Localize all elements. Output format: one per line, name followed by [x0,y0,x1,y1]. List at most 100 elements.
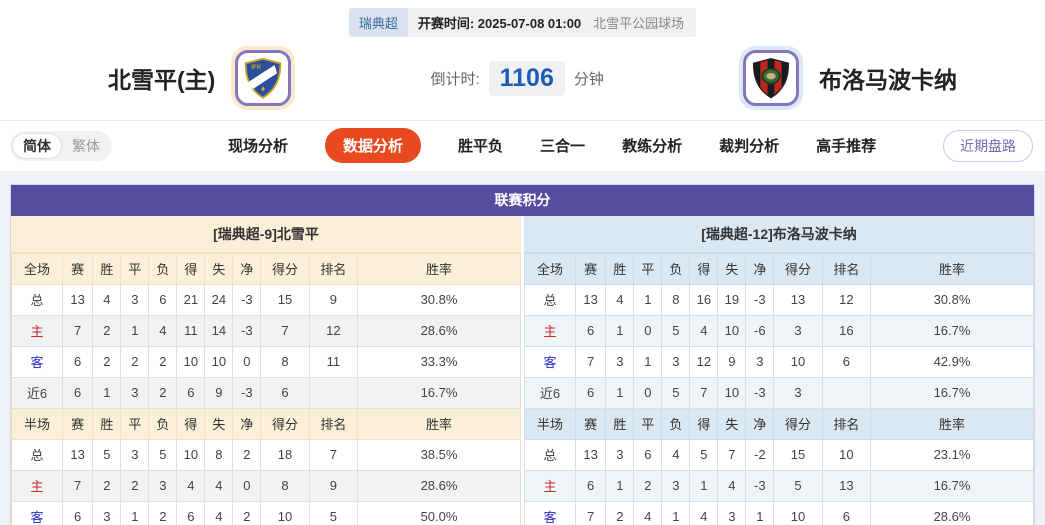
stat-cell: 0 [633,315,663,347]
lang-simplified-button[interactable]: 简体 [12,132,62,159]
table-row: 总 13 4 3 6 21 24 -3 15 9 30.8% [11,284,521,316]
column-header: 失 [204,408,234,440]
row-label: 客 [11,501,63,525]
stat-cell: 6 [574,315,607,347]
stat-cell: 1 [661,501,691,525]
tab-4[interactable]: 三合一 [540,138,586,155]
column-header: 赛 [61,253,94,285]
stat-cell: 10 [260,501,310,525]
tab-7[interactable]: 高手推荐 [816,138,877,155]
analysis-tabs: 现场分析 数据分析 胜平负 三合一 教练分析 裁判分析 高手推荐 [228,128,876,163]
stat-cell: 6 [574,470,607,502]
stat-cell: 19 [717,284,747,316]
stat-cell: 10 [717,315,747,347]
stat-cell: 8 [260,346,310,378]
stat-cell: 7 [308,439,359,471]
stat-cell: 4 [661,439,691,471]
row-label: 总 [524,439,576,471]
table-row: 总 13 5 3 5 10 8 2 18 7 38.5% [11,439,521,471]
stat-cell: 28.6% [357,470,521,502]
column-header: 胜 [92,253,122,285]
table-row: 主 7 2 1 4 11 14 -3 7 12 28.6% [11,315,521,347]
stat-cell: 10 [204,346,234,378]
home-team: 北雪平(主) IFK [108,46,296,110]
table-row: 客 6 2 2 2 10 10 0 8 11 33.3% [11,346,521,378]
column-header: 净 [745,253,775,285]
stat-cell: 33.3% [357,346,521,378]
stat-cell: 13 [821,470,872,502]
league-badge[interactable]: 瑞典超 [348,8,408,37]
stat-cell: 2 [232,501,262,525]
stat-cell: 4 [148,315,178,347]
row-label: 主 [11,470,63,502]
stat-cell: 3 [661,470,691,502]
tab-1[interactable]: 现场分析 [228,138,289,155]
stat-cell: 6 [821,501,872,525]
column-header: 得分 [260,408,310,440]
away-stats-table: 全场赛胜平负得失净得分 排名 胜率总 13 4 1 8 16 19 -3 13 12 30.8% 主 6 1 0… [524,253,1034,525]
stat-cell: 0 [232,470,262,502]
home-panel-title: [瑞典超-9]北雪平 [11,216,521,253]
stat-cell: 6 [633,439,663,471]
column-header: 失 [717,408,747,440]
stat-cell: 15 [260,284,310,316]
column-header: 全场 [11,253,63,285]
stat-cell: 10 [717,377,747,409]
stat-cell: 3 [148,470,178,502]
table-row: 客 6 3 1 2 6 4 2 10 5 50.0% [11,501,521,525]
stat-cell: 13 [574,284,607,316]
stat-cell: -3 [232,284,262,316]
recent-trends-button[interactable]: 近期盘路 [943,129,1033,162]
column-header: 得 [176,408,206,440]
stat-cell: -6 [745,315,775,347]
column-header: 胜 [92,408,122,440]
row-label: 主 [524,470,576,502]
row-label: 客 [524,346,576,378]
stat-cell: 4 [92,284,122,316]
stat-cell: 28.6% [870,501,1034,525]
countdown-unit: 分钟 [573,70,604,88]
stat-cell: 5 [308,501,359,525]
tab-3[interactable]: 胜平负 [458,138,504,155]
column-header: 全场 [524,253,576,285]
countdown-value: 1106 [488,60,565,96]
stat-cell: 4 [204,470,234,502]
stat-cell: 9 [308,470,359,502]
lang-traditional-button[interactable]: 繁体 [72,137,100,154]
kickoff-time: 开赛时间: 2025-07-08 01:00 [417,16,582,31]
stat-cell: 3 [92,501,122,525]
stat-cell: 7 [260,315,310,347]
stat-cell: 42.9% [870,346,1034,378]
stat-cell [821,377,872,409]
svg-text:IFK: IFK [251,64,262,71]
countdown: 倒计时: 1106 分钟 [295,60,739,96]
venue-name: 北雪平公园球场 [593,16,685,31]
row-label: 主 [11,315,63,347]
row-label: 客 [11,346,63,378]
column-header: 胜 [605,408,635,440]
column-header: 负 [661,253,691,285]
tab-5[interactable]: 教练分析 [622,138,683,155]
stat-cell: 1 [633,284,663,316]
stat-cell: 7 [574,346,607,378]
tab-2[interactable]: 数据分析 [325,128,422,163]
stat-cell: 4 [176,470,206,502]
stat-cell [308,377,359,409]
column-header: 赛 [574,253,607,285]
column-header: 负 [661,408,691,440]
language-toggle: 简体 繁体 [10,130,112,161]
stat-cell: 38.5% [357,439,521,471]
tab-6[interactable]: 裁判分析 [719,138,780,155]
stat-cell: 9 [308,284,359,316]
column-header: 胜率 [357,408,521,440]
stat-cell: 10 [176,439,206,471]
column-header: 负 [148,408,178,440]
table-row: 主 6 1 2 3 1 4 -3 5 13 16.7% [524,470,1034,502]
column-header: 赛 [61,408,94,440]
stat-cell: 30.8% [357,284,521,316]
table-row: 近6 6 1 0 5 7 10 -3 3 16.7% [524,377,1034,409]
stat-cell: 10 [773,501,823,525]
stat-cell: 13 [61,284,94,316]
stat-cell: 16.7% [870,315,1034,347]
column-header: 失 [204,253,234,285]
